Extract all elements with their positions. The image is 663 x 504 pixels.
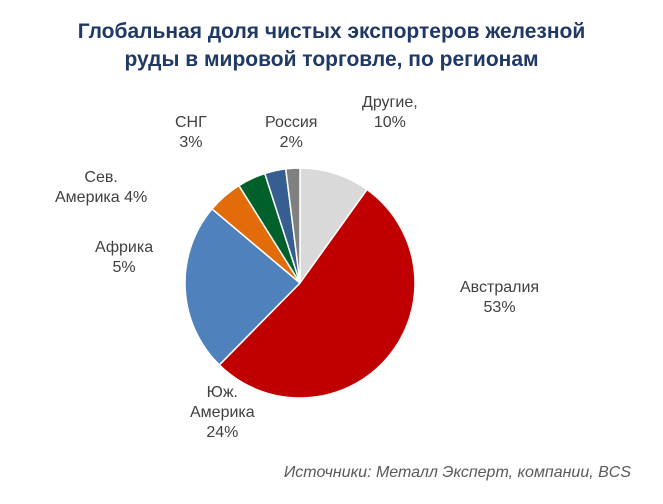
slice-label: Другие,10% bbox=[362, 93, 418, 133]
source-text: Источники: Металл Эксперт, компании, BCS bbox=[284, 464, 631, 482]
title-line-2: руды в мировой торговле, по регионам bbox=[124, 48, 538, 71]
chart-title: Глобальная доля чистых экспортеров желез… bbox=[0, 0, 663, 83]
slice-label: Юж.Америка24% bbox=[190, 383, 255, 443]
slice-label: Африка5% bbox=[95, 238, 153, 278]
slice-label: Австралия53% bbox=[460, 278, 539, 318]
slice-label: Россия2% bbox=[265, 113, 317, 153]
pie-chart-container: Другие,10% Австралия53% Юж.Америка24% Африк… bbox=[0, 83, 663, 443]
title-line-1: Глобальная доля чистых экспортеров желез… bbox=[78, 20, 586, 43]
slice-label: Сев.Америка 4% bbox=[55, 168, 147, 208]
slice-label: СНГ3% bbox=[175, 113, 207, 153]
